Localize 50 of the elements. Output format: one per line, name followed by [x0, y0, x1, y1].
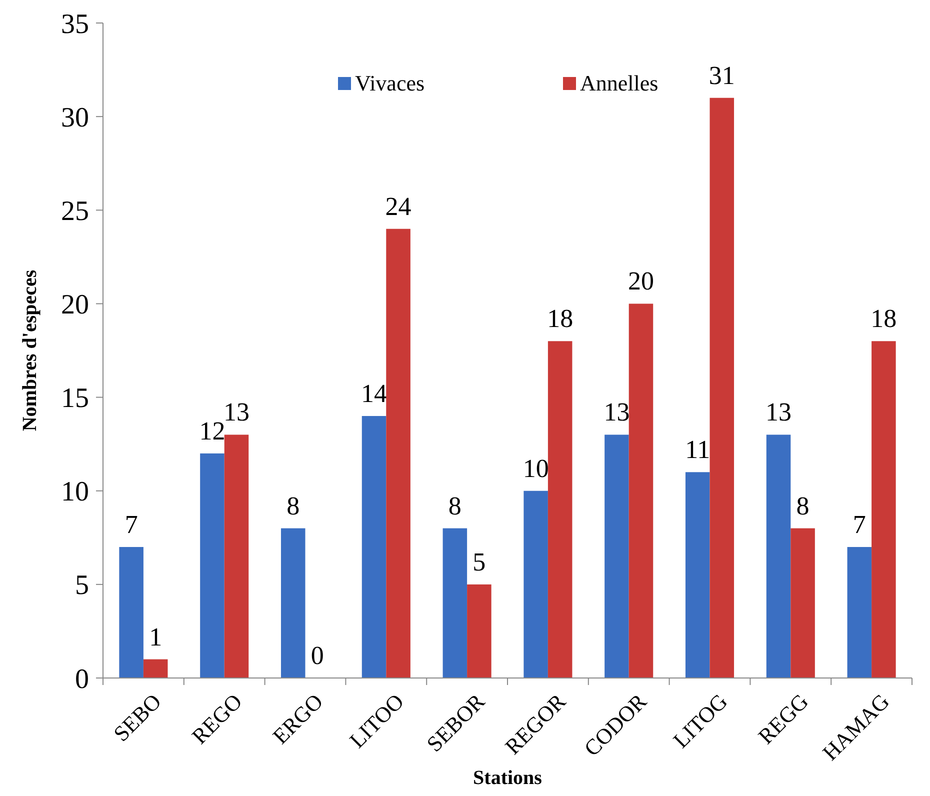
- y-tick-label: 20: [61, 290, 89, 321]
- y-tick-label: 0: [75, 664, 89, 695]
- y-tick-label: 10: [61, 476, 89, 508]
- y-tick-label: 15: [61, 383, 89, 414]
- data-label: 13: [604, 398, 630, 427]
- bar: [119, 547, 144, 678]
- y-tick-label: 35: [61, 8, 89, 40]
- data-label: 12: [199, 416, 226, 446]
- x-axis-title: Stations: [473, 767, 542, 789]
- y-tick-label: 30: [61, 102, 89, 134]
- bar: [224, 434, 249, 678]
- data-label: 1: [149, 622, 162, 652]
- bar: [847, 547, 872, 678]
- y-tick-label: 5: [75, 570, 89, 602]
- bar: [790, 528, 815, 678]
- bar: [442, 528, 468, 678]
- bar: [200, 453, 224, 678]
- data-label: 24: [385, 192, 412, 221]
- legend-label: Vivaces: [355, 70, 425, 96]
- y-tick-label: 25: [61, 196, 89, 227]
- data-label: 20: [628, 266, 654, 296]
- data-label: 7: [852, 510, 866, 539]
- data-label: 31: [708, 60, 735, 90]
- data-label: 0: [310, 641, 324, 670]
- bar: [280, 528, 306, 678]
- bar: [362, 416, 386, 678]
- data-label: 5: [472, 547, 486, 576]
- y-axis-title: Nombres d'especes: [19, 270, 41, 432]
- data-label: 8: [286, 491, 300, 520]
- data-label: 13: [766, 398, 792, 427]
- data-label: 8: [796, 491, 810, 520]
- data-label: 10: [522, 454, 549, 483]
- bar: [548, 341, 572, 678]
- bar: [143, 659, 168, 678]
- data-label: 18: [870, 304, 897, 334]
- bar: [467, 584, 492, 678]
- bar: [386, 228, 410, 678]
- bar: [524, 490, 548, 678]
- data-label: 8: [448, 491, 462, 520]
- data-label: 11: [685, 435, 710, 464]
- data-label: 7: [124, 510, 138, 539]
- bar: [710, 98, 734, 678]
- bar: [628, 304, 654, 678]
- data-label: 18: [547, 304, 574, 334]
- bar: [766, 434, 791, 678]
- bar: [604, 434, 629, 678]
- bar: [685, 472, 710, 678]
- data-label: 13: [223, 398, 250, 427]
- bar: [872, 341, 896, 678]
- legend-label: Annelles: [580, 70, 658, 96]
